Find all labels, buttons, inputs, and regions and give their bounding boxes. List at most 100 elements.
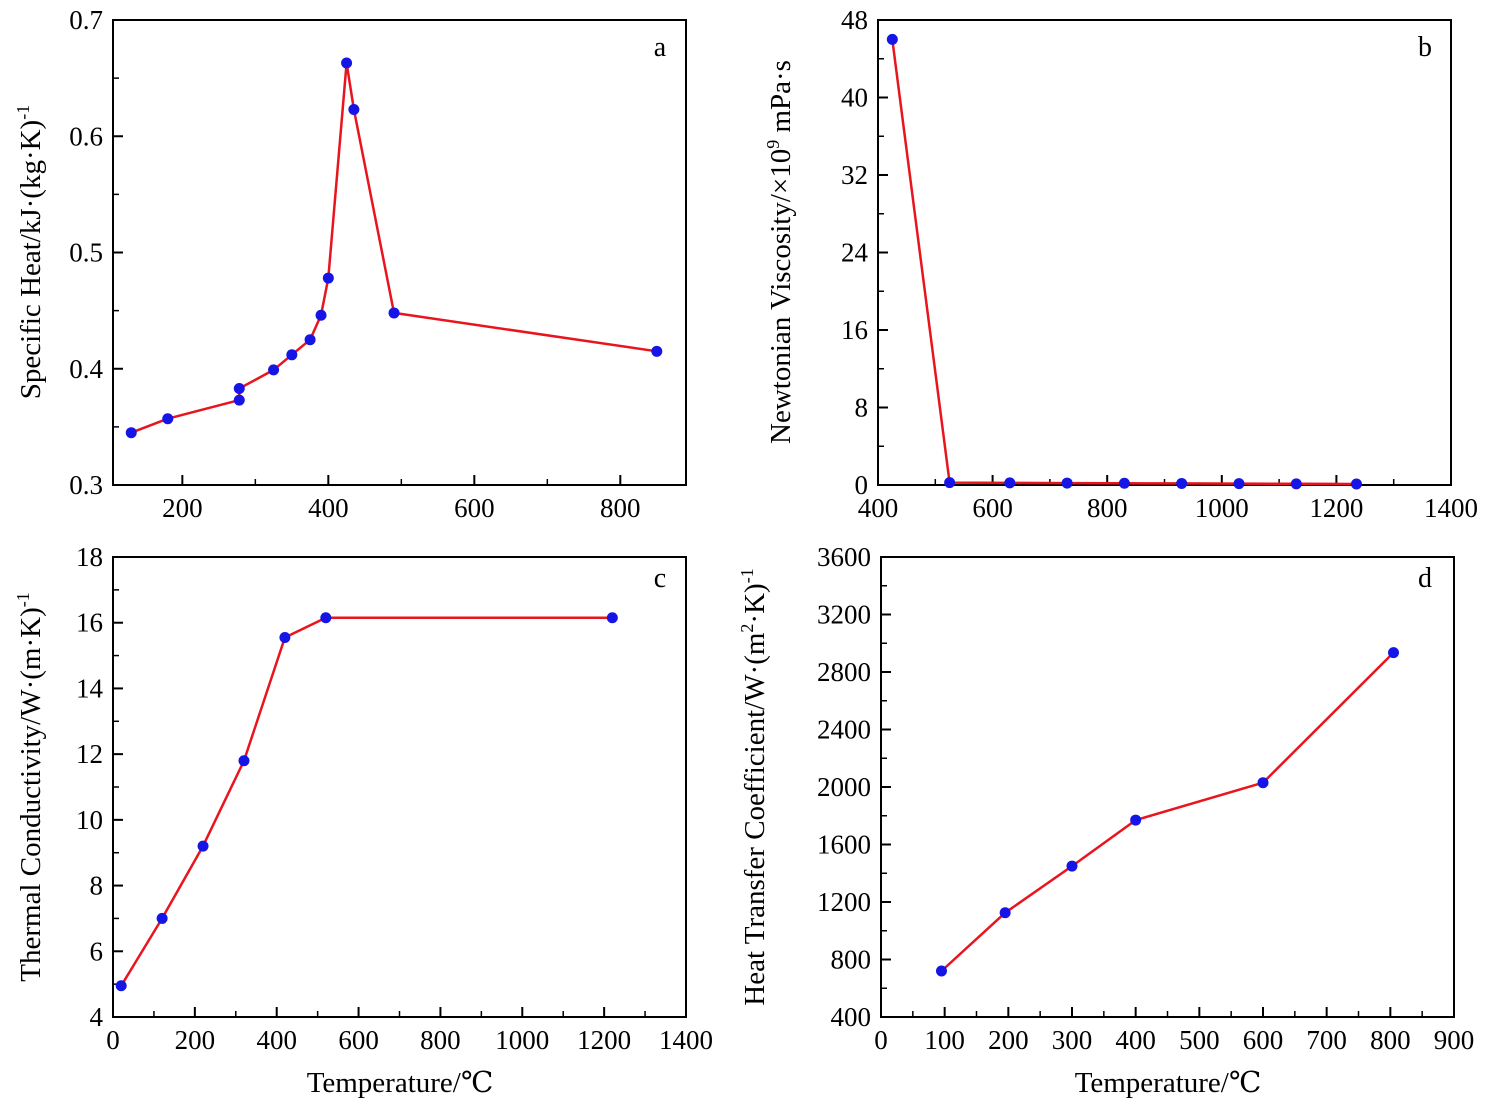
y-axis-title: Newtonian Viscosity/×109 mPa·s (763, 60, 797, 444)
y-axis-title-superscript: -1 (13, 592, 33, 607)
x-tick-label: 800 (1370, 1025, 1411, 1055)
data-marks (935, 647, 1400, 977)
data-point (162, 413, 174, 425)
x-tick-label: 0 (106, 1025, 120, 1055)
plot-frame (112, 19, 687, 486)
data-marks (125, 57, 663, 439)
y-tick-label: 800 (831, 945, 872, 975)
data-point (286, 349, 298, 361)
y-tick-label: 14 (76, 673, 104, 703)
data-point (1061, 477, 1073, 489)
y-axis-title-superscript-2: -1 (737, 568, 757, 583)
y-tick-label: 16 (76, 608, 103, 638)
y-tick-label: 4 (90, 1002, 104, 1032)
x-tick-label: 900 (1434, 1025, 1475, 1055)
x-tick-label: 400 (1115, 1025, 1156, 1055)
x-tick-label: 600 (454, 493, 495, 523)
x-tick-label: 1400 (659, 1025, 713, 1055)
x-axis-title: Temperature/℃ (1075, 1067, 1262, 1099)
x-tick-label: 300 (1052, 1025, 1093, 1055)
y-axis-title: Thermal Conductivity/W·(m·K)-1 (13, 592, 47, 981)
data-point (197, 840, 209, 852)
plot-frame (112, 556, 687, 1018)
y-tick-label: 3200 (817, 600, 871, 630)
axis-ticks: 0 200 400 600 800 1000 1200 1400 4 6 8 10 12 14 16 18 (76, 542, 713, 1055)
y-axis-title: Specific Heat/kJ·(kg·K)-1 (13, 105, 47, 399)
data-point (606, 612, 618, 624)
y-tick-label: 6 (90, 936, 104, 966)
y-tick-label: 16 (841, 315, 868, 345)
y-axis-title: Heat Transfer Coefficient/W·(m2·K)-1 (737, 568, 771, 1005)
y-axis-title-text: Specific Heat/kJ·(kg·K) (15, 120, 47, 399)
data-point (125, 427, 137, 439)
y-tick-label: 2000 (817, 772, 871, 802)
data-point (1118, 477, 1130, 489)
data-point (1004, 477, 1016, 489)
data-point (320, 612, 332, 624)
x-tick-label: 600 (1243, 1025, 1284, 1055)
y-axis-title-superscript: 9 (763, 140, 783, 149)
data-point (886, 33, 898, 45)
data-point (1350, 478, 1362, 490)
y-tick-label: 0.6 (69, 121, 103, 151)
data-point (348, 104, 360, 116)
data-point (322, 272, 334, 284)
y-axis-title-superscript: 2 (737, 624, 757, 633)
y-tick-label: 3600 (817, 542, 871, 572)
x-tick-label: 400 (858, 493, 899, 523)
data-point (315, 309, 327, 321)
data-point (999, 907, 1011, 919)
y-axis-title-superscript: -1 (13, 105, 33, 120)
axis-ticks: 200 400 600 800 0.3 0.4 0.5 0.6 0.7 (69, 5, 640, 523)
x-tick-label: 0 (874, 1025, 888, 1055)
x-tick-label: 1400 (1424, 493, 1478, 523)
data-point (944, 477, 956, 489)
x-tick-label: 100 (924, 1025, 965, 1055)
panel-label: d (1418, 563, 1432, 594)
x-tick-label: 800 (420, 1025, 461, 1055)
data-point (238, 755, 250, 767)
y-tick-label: 400 (831, 1002, 872, 1032)
y-axis-title-text: Thermal Conductivity/W·(m·K) (15, 607, 47, 981)
data-point (651, 345, 663, 357)
y-tick-label: 0.4 (69, 354, 103, 384)
data-point (268, 364, 280, 376)
data-point (233, 394, 245, 406)
y-tick-label: 0.5 (69, 238, 103, 268)
x-tick-label: 700 (1306, 1025, 1347, 1055)
y-axis-title-suffix: mPa·s (765, 60, 797, 140)
data-point (1388, 647, 1400, 659)
data-point (233, 383, 245, 395)
y-tick-label: 24 (841, 238, 869, 268)
data-point (156, 912, 168, 924)
y-tick-label: 2800 (817, 657, 871, 687)
chart-panel-d: 0 100 200 300 400 500 600 700 800 900 400 800 1200 16… (737, 542, 1474, 1099)
data-point (1233, 478, 1245, 490)
data-point (935, 965, 947, 977)
y-tick-label: 48 (841, 5, 868, 35)
panel-label: a (654, 32, 667, 63)
y-axis-title-text: Heat Transfer Coefficient/W·(m (739, 632, 771, 1006)
data-point (1257, 777, 1269, 789)
plot-frame (877, 19, 1452, 486)
data-marks (115, 612, 618, 992)
panel-label: b (1418, 32, 1432, 63)
x-tick-label: 200 (175, 1025, 216, 1055)
series-line (940, 651, 1395, 972)
y-tick-label: 32 (841, 160, 868, 190)
x-axis-title: Temperature/℃ (307, 1067, 494, 1099)
data-marks (886, 33, 1362, 490)
data-point (1176, 477, 1188, 489)
y-tick-label: 0.7 (69, 5, 103, 35)
x-tick-label: 600 (338, 1025, 379, 1055)
y-tick-label: 0.3 (69, 470, 103, 500)
x-tick-label: 500 (1179, 1025, 1220, 1055)
data-point (388, 307, 400, 319)
y-tick-label: 2400 (817, 715, 871, 745)
x-tick-label: 400 (308, 493, 349, 523)
y-axis-title-suffix: ·K) (739, 583, 771, 623)
x-tick-label: 200 (988, 1025, 1029, 1055)
y-tick-label: 40 (841, 83, 868, 113)
y-tick-label: 10 (76, 805, 103, 835)
